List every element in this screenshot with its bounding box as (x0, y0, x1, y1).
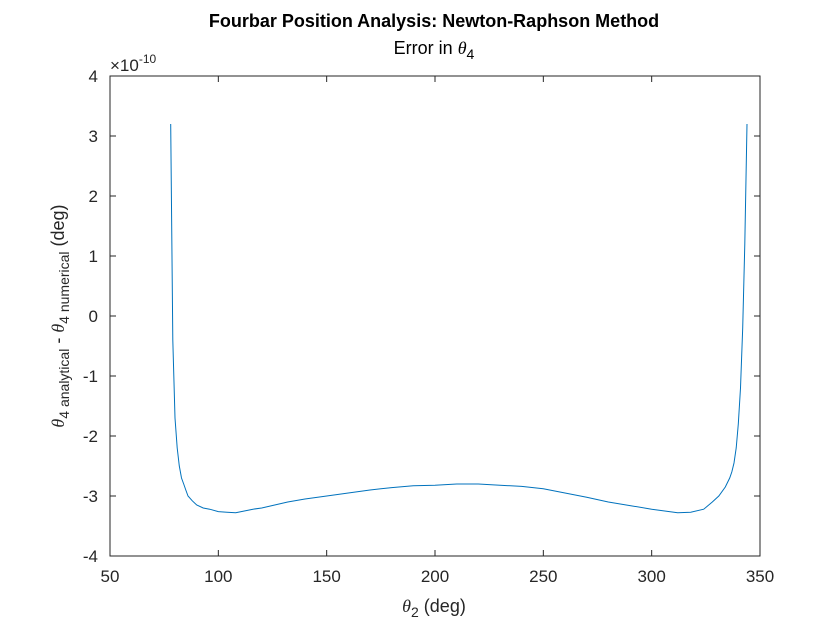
x-tick-label: 150 (312, 567, 340, 586)
x-tick-label: 100 (204, 567, 232, 586)
x-tick-label: 350 (746, 567, 774, 586)
y-tick-label: 4 (89, 67, 98, 86)
axis-ticks: 50 100 150 200 250 300 350 -4 -3 -2 -1 0 1 2 3 4 (83, 67, 774, 586)
x-tick-label: 200 (421, 567, 449, 586)
y-multiplier: ×10-10 (110, 52, 157, 75)
chart-subtitle: Error in θ4 (394, 38, 475, 62)
plot-area (109, 75, 761, 557)
y-tick-label: -1 (83, 367, 98, 386)
y-axis-label: θ4 analytical - θ4 numerical (deg) (48, 204, 72, 427)
x-tick-label: 250 (529, 567, 557, 586)
x-tick-label: 50 (101, 567, 120, 586)
y-tick-label: 0 (89, 307, 98, 326)
y-tick-label: 1 (89, 247, 98, 266)
series-line (170, 123, 748, 514)
chart-title: Fourbar Position Analysis: Newton-Raphso… (209, 11, 659, 31)
y-tick-label: -4 (83, 547, 98, 566)
y-tick-label: -3 (83, 487, 98, 506)
x-tick-label: 300 (637, 567, 665, 586)
x-axis-label: θ2 (deg) (402, 596, 466, 620)
y-tick-label: 3 (89, 127, 98, 146)
y-tick-label: 2 (89, 187, 98, 206)
y-tick-label: -2 (83, 427, 98, 446)
